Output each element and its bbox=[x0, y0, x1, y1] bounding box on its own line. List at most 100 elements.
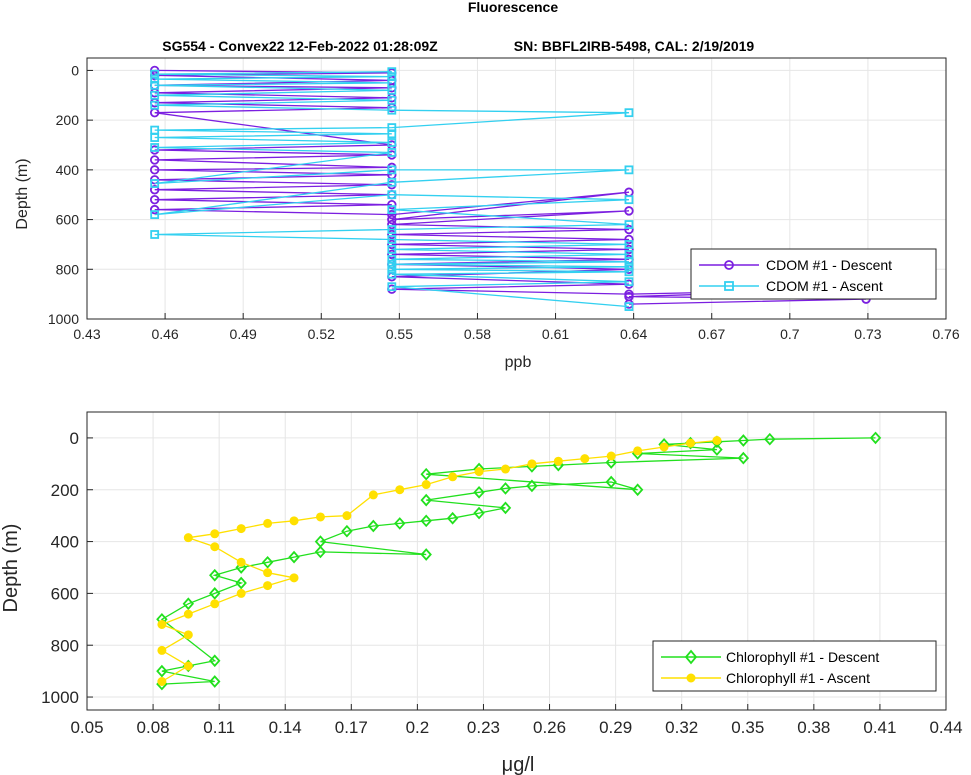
data-point bbox=[387, 209, 397, 220]
data-point bbox=[421, 480, 431, 490]
data-point bbox=[236, 557, 246, 567]
series-line-1 bbox=[154, 71, 630, 308]
data-point bbox=[624, 267, 634, 277]
data-point bbox=[387, 85, 397, 95]
data-point bbox=[394, 517, 406, 530]
data-point bbox=[150, 179, 160, 188]
data-point bbox=[686, 438, 696, 448]
x-tick-label: 0.43 bbox=[73, 326, 100, 342]
data-point bbox=[387, 219, 397, 230]
data-point bbox=[624, 302, 634, 311]
data-point bbox=[605, 475, 617, 489]
y-tick-label: 1000 bbox=[41, 688, 79, 707]
data-point bbox=[526, 479, 538, 493]
data-point bbox=[210, 542, 220, 552]
data-point bbox=[387, 239, 397, 250]
y-tick-label: 800 bbox=[56, 261, 80, 277]
y-tick-label: 600 bbox=[56, 212, 80, 228]
data-point bbox=[183, 609, 193, 619]
data-point bbox=[624, 108, 634, 118]
data-point bbox=[420, 467, 432, 481]
top-ylabel: Depth (m) bbox=[14, 158, 31, 229]
x-tick-label: 0.55 bbox=[386, 326, 413, 342]
x-tick-label: 0.17 bbox=[335, 718, 368, 737]
x-tick-label: 0.46 bbox=[151, 326, 178, 342]
bottom-legend-marker-descent bbox=[684, 649, 698, 665]
data-point bbox=[157, 619, 167, 629]
y-tick-label: 200 bbox=[56, 112, 80, 128]
data-point bbox=[499, 482, 512, 495]
data-point bbox=[624, 234, 634, 245]
bottom-legend-label-descent: Chlorophyll #1 - Descent bbox=[726, 649, 879, 665]
data-point bbox=[315, 512, 325, 522]
data-point bbox=[157, 676, 167, 686]
data-point bbox=[624, 195, 634, 205]
data-point bbox=[869, 431, 882, 445]
data-point bbox=[387, 205, 397, 215]
data-point bbox=[764, 432, 776, 446]
bottom-ylabel: Depth (m) bbox=[0, 524, 22, 613]
data-point bbox=[289, 573, 299, 583]
x-tick-label: 0.7 bbox=[780, 326, 800, 342]
top-legend-marker-ascent bbox=[724, 281, 734, 291]
data-point bbox=[183, 630, 193, 640]
top-series bbox=[149, 65, 871, 311]
data-point bbox=[624, 206, 634, 216]
bottom-axes-box bbox=[86, 411, 947, 711]
data-point bbox=[387, 148, 397, 157]
data-point bbox=[263, 568, 273, 578]
x-tick-label: 0.11 bbox=[203, 718, 235, 737]
data-point bbox=[387, 165, 397, 175]
data-point bbox=[288, 550, 300, 564]
data-point bbox=[387, 67, 397, 77]
data-point bbox=[624, 220, 634, 229]
data-point bbox=[420, 548, 432, 561]
data-point bbox=[150, 230, 160, 239]
bottom-legend-label-ascent: Chlorophyll #1 - Ascent bbox=[726, 670, 870, 686]
x-tick-label: 0.61 bbox=[542, 326, 569, 342]
y-tick-label: 0 bbox=[71, 62, 79, 78]
data-point bbox=[149, 185, 160, 195]
data-point bbox=[624, 277, 634, 287]
data-point bbox=[500, 464, 510, 474]
data-point bbox=[150, 133, 160, 142]
data-point bbox=[387, 235, 397, 244]
data-point bbox=[387, 105, 397, 115]
data-point bbox=[387, 244, 397, 254]
data-point bbox=[387, 190, 397, 200]
data-point bbox=[149, 194, 160, 205]
data-point bbox=[474, 467, 484, 477]
data-point bbox=[149, 204, 160, 215]
data-point bbox=[624, 240, 634, 249]
data-point bbox=[150, 80, 160, 90]
data-point bbox=[387, 199, 397, 210]
data-point bbox=[368, 490, 378, 500]
data-point bbox=[387, 254, 397, 264]
y-tick-label: 800 bbox=[51, 636, 79, 655]
x-tick-label: 0.32 bbox=[665, 718, 698, 737]
data-point bbox=[420, 493, 432, 507]
data-point bbox=[387, 95, 397, 105]
data-point bbox=[387, 129, 397, 139]
data-point bbox=[624, 224, 634, 235]
top-chart-title: SG554 - Convex22 12-Feb-2022 01:28:09Z bbox=[162, 38, 438, 54]
data-point bbox=[261, 555, 274, 569]
x-tick-label: 0.26 bbox=[533, 718, 566, 737]
data-point bbox=[367, 519, 380, 533]
x-tick-label: 0.38 bbox=[797, 718, 830, 737]
data-point bbox=[387, 214, 397, 225]
top-legend-label-descent: CDOM #1 - Descent bbox=[766, 257, 892, 273]
y-tick-label: 0 bbox=[70, 429, 79, 448]
x-tick-label: 0.29 bbox=[599, 718, 632, 737]
bottom-series bbox=[156, 431, 882, 691]
data-point bbox=[624, 262, 634, 272]
data-point bbox=[341, 524, 353, 538]
top-chart: SG554 - Convex22 12-Feb-2022 01:28:09Z S… bbox=[14, 38, 960, 371]
x-tick-label: 0.08 bbox=[137, 718, 170, 737]
x-tick-label: 0.76 bbox=[932, 326, 959, 342]
data-point bbox=[387, 259, 397, 269]
y-tick-label: 400 bbox=[56, 162, 80, 178]
data-point bbox=[209, 587, 221, 600]
data-point bbox=[209, 568, 221, 582]
data-point bbox=[235, 576, 247, 590]
